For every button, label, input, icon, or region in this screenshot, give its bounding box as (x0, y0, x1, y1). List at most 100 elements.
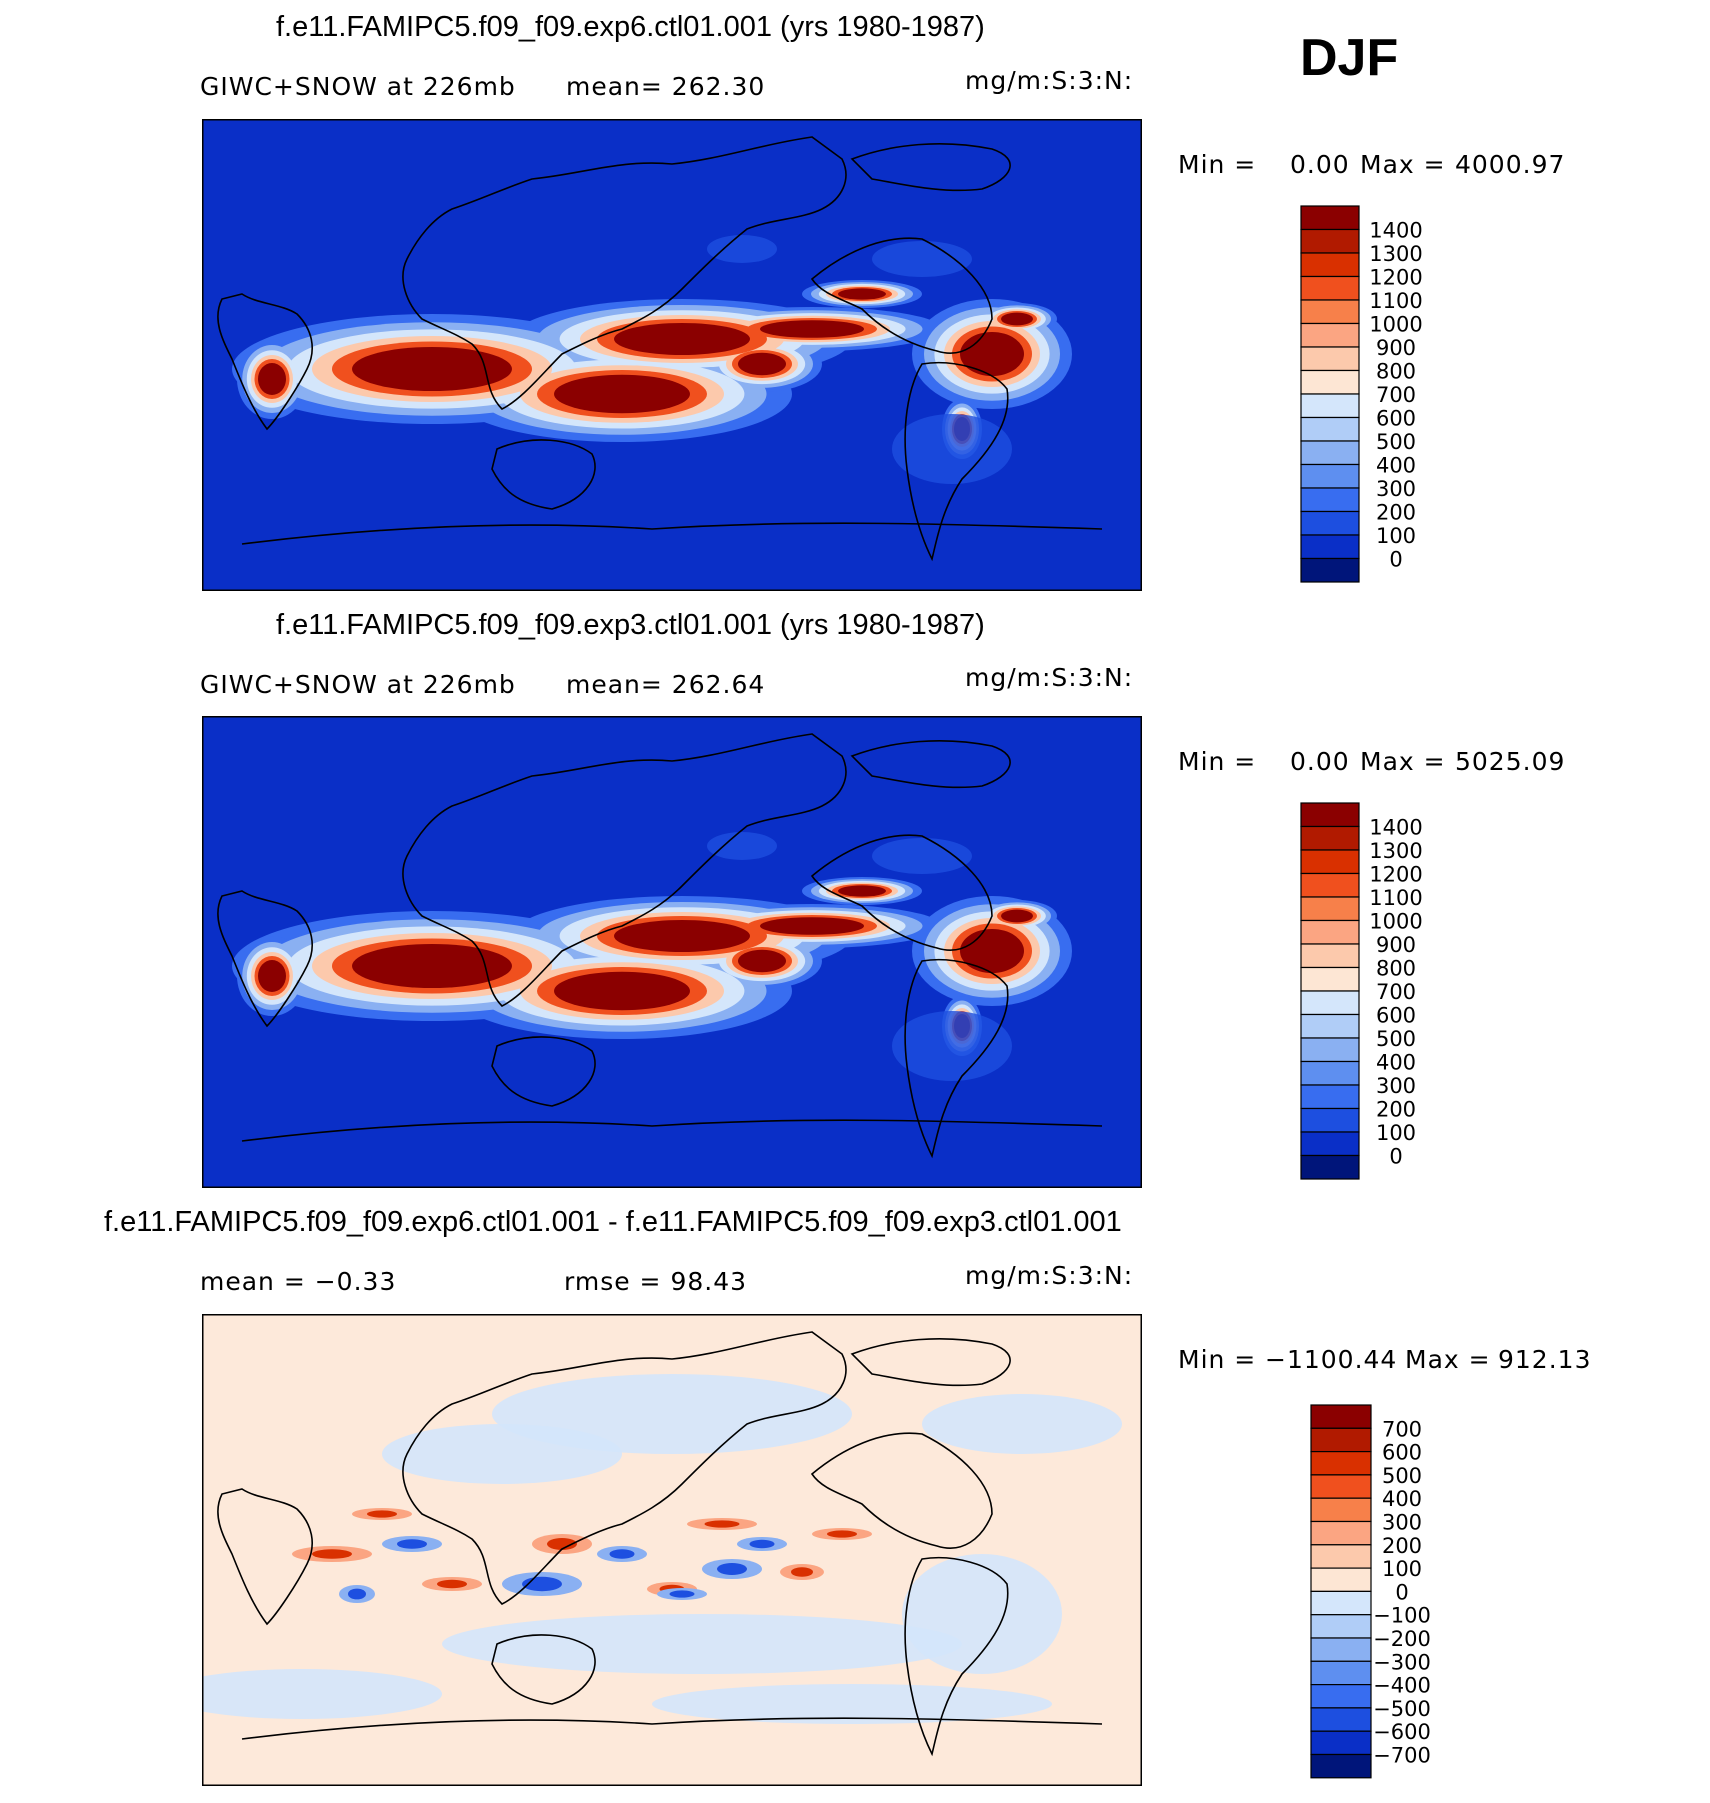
colorbar-tick-label: 1300 (1369, 839, 1422, 863)
panel-1-max-value: 4000.97 (1455, 150, 1566, 179)
panel-3-rmse-label: rmse = 98.43 (564, 1267, 748, 1296)
panel-2-units: mg/m:S:3:N: (965, 663, 1134, 692)
colorbar-swatch (1310, 1474, 1372, 1499)
panel-3-mean-label: mean = −0.33 (200, 1267, 397, 1296)
colorbar-swatch (1300, 966, 1360, 992)
colorbar-swatch (1310, 1660, 1372, 1686)
colorbar-swatch (1300, 896, 1360, 922)
panel-2-variable-label: GIWC+SNOW at 226mb (200, 670, 516, 699)
colorbar-tick-label: 400 (1382, 1487, 1422, 1511)
panel-1-units: mg/m:S:3:N: (965, 66, 1134, 95)
colorbar-tick-label: 0 (1389, 548, 1402, 572)
colorbar-swatch (1300, 802, 1360, 828)
colorbar-tick-label: 800 (1376, 957, 1416, 981)
colorbar-tick-label: 600 (1382, 1441, 1422, 1465)
colorbar-tick-label: 1000 (1369, 910, 1422, 934)
colorbar-swatch (1300, 990, 1360, 1016)
colorbar-swatch (1310, 1637, 1372, 1662)
colorbar-tick-label: 900 (1376, 933, 1416, 957)
colorbar-swatch (1310, 1567, 1372, 1593)
colorbar-swatch (1310, 1404, 1372, 1429)
colorbar-swatch (1300, 463, 1360, 489)
panel-2-mean-label: mean= 262.64 (566, 670, 766, 699)
colorbar-tick-label: 500 (1382, 1464, 1422, 1488)
panel-2-map (202, 716, 1142, 1188)
panel-1-min-value: 0.00 (1290, 150, 1350, 179)
colorbar-swatch (1300, 346, 1360, 372)
panel-1-title: f.e11.FAMIPC5.f09_f09.exp6.ctl01.001 (yr… (276, 11, 985, 43)
colorbar-tick-label: 1200 (1369, 863, 1422, 887)
colorbar-tick-label: −100 (1373, 1604, 1431, 1628)
colorbar-swatch (1300, 322, 1360, 348)
colorbar-tick-label: 200 (1376, 501, 1416, 525)
colorbar-swatch (1300, 299, 1360, 325)
colorbar-swatch (1300, 416, 1360, 442)
colorbar-swatch (1300, 487, 1360, 513)
panel-2-max-value: 5025.09 (1455, 747, 1566, 776)
colorbar-swatch (1300, 205, 1360, 231)
colorbar-swatch (1310, 1590, 1372, 1616)
colorbar-tick-label: 1100 (1369, 289, 1422, 313)
colorbar-swatch (1310, 1614, 1372, 1639)
colorbar-tick-label: 1000 (1369, 313, 1422, 337)
colorbar-tick-label: 500 (1376, 1027, 1416, 1051)
panel-3-min-value: −1100.44 (1265, 1345, 1398, 1374)
panel-1-mean-label: mean= 262.30 (566, 72, 766, 101)
colorbar-tick-label: 300 (1382, 1511, 1422, 1535)
colorbar-tick-label: 700 (1376, 980, 1416, 1004)
colorbar-tick-label: 400 (1376, 454, 1416, 478)
colorbar-tick-label: 100 (1382, 1557, 1422, 1581)
colorbar-tick-label: −700 (1373, 1744, 1431, 1768)
panel-1-map (202, 119, 1142, 591)
colorbar-tick-label: 800 (1376, 360, 1416, 384)
panel-3-colorbar: 7006005004003002001000−100−200−300−400−5… (1310, 1404, 1431, 1779)
colorbar-tick-label: 400 (1376, 1051, 1416, 1075)
colorbar-tick-label: −600 (1373, 1720, 1431, 1744)
panel-3-units: mg/m:S:3:N: (965, 1261, 1134, 1290)
colorbar-swatch (1300, 849, 1360, 875)
colorbar-tick-label: 100 (1376, 524, 1416, 548)
colorbar-swatch (1300, 943, 1360, 969)
colorbar-swatch (1300, 1154, 1360, 1180)
colorbar-tick-label: 900 (1376, 336, 1416, 360)
colorbar-swatch (1310, 1427, 1372, 1453)
colorbar-swatch (1300, 1107, 1360, 1133)
colorbar-swatch (1300, 252, 1360, 278)
panel-3-min-label: Min = (1178, 1345, 1257, 1374)
panel-3-max-value: 912.13 (1498, 1345, 1592, 1374)
colorbar-swatch (1300, 510, 1360, 536)
colorbar-swatch (1300, 1131, 1360, 1157)
colorbar-swatch (1300, 369, 1360, 395)
colorbar-swatch (1300, 557, 1360, 583)
colorbar-swatch (1300, 440, 1360, 466)
colorbar-swatch (1310, 1684, 1372, 1709)
colorbar-swatch (1300, 919, 1360, 945)
colorbar-tick-label: 700 (1376, 383, 1416, 407)
colorbar-swatch (1300, 534, 1360, 560)
colorbar-swatch (1300, 275, 1360, 301)
colorbar-swatch (1310, 1450, 1372, 1476)
colorbar-tick-label: 300 (1376, 477, 1416, 501)
colorbar-tick-label: 200 (1376, 1098, 1416, 1122)
colorbar-swatch (1310, 1730, 1372, 1756)
colorbar-tick-label: 600 (1376, 1004, 1416, 1028)
season-label: DJF (1300, 29, 1399, 87)
colorbar-swatch (1310, 1520, 1372, 1546)
colorbar-tick-label: 1400 (1369, 816, 1422, 840)
colorbar-tick-label: 1200 (1369, 266, 1422, 290)
colorbar-tick-label: 0 (1389, 1145, 1402, 1169)
colorbar-swatch (1300, 393, 1360, 419)
colorbar-tick-label: 200 (1382, 1534, 1422, 1558)
panel-1-max-label: Max = (1360, 150, 1446, 179)
colorbar-swatch (1310, 1753, 1372, 1779)
colorbar-tick-label: 500 (1376, 430, 1416, 454)
colorbar-swatch (1300, 1060, 1360, 1086)
panel-2-max-label: Max = (1360, 747, 1446, 776)
panel-2-title: f.e11.FAMIPC5.f09_f09.exp3.ctl01.001 (yr… (276, 609, 985, 641)
colorbar-tick-label: 0 (1395, 1580, 1408, 1604)
colorbar-tick-label: 600 (1376, 407, 1416, 431)
colorbar-tick-label: 100 (1376, 1121, 1416, 1145)
colorbar-swatch (1310, 1544, 1372, 1569)
colorbar-tick-label: −500 (1373, 1697, 1431, 1721)
colorbar-swatch (1300, 228, 1360, 254)
